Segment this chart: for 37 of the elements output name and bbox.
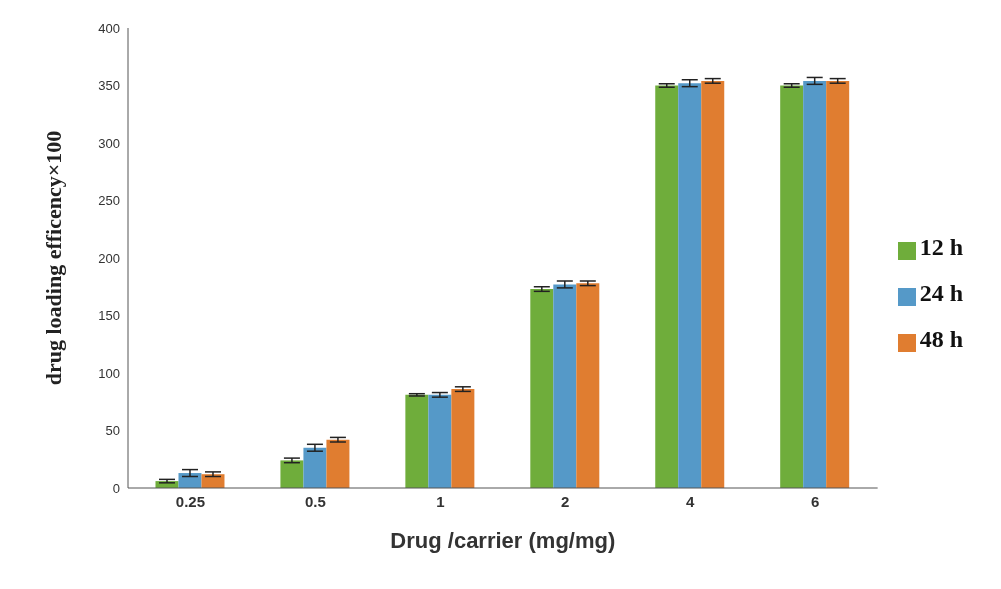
x-tick-label: 1 <box>436 492 445 510</box>
legend-label: 24 h <box>919 280 963 306</box>
bar <box>576 283 600 488</box>
bar <box>201 474 225 488</box>
bar <box>826 80 850 488</box>
y-tick-label: 300 <box>98 135 120 151</box>
legend-label: 48 h <box>919 326 963 352</box>
y-tick-label: 0 <box>112 480 120 496</box>
bar <box>303 447 327 488</box>
bar <box>530 289 554 488</box>
bar <box>280 460 304 488</box>
bar <box>780 85 804 488</box>
x-tick-label: 2 <box>561 492 570 510</box>
bar <box>553 284 577 488</box>
bar <box>326 439 350 488</box>
x-tick-label: 4 <box>686 492 696 510</box>
bar <box>428 394 452 488</box>
bar <box>655 85 679 488</box>
y-tick-label: 250 <box>98 193 120 209</box>
x-axis-title: Drug /carrier (mg/mg) <box>390 528 616 553</box>
y-tick-label: 400 <box>98 20 120 36</box>
y-tick-label: 100 <box>98 365 120 381</box>
bar <box>678 83 702 488</box>
x-tick-label: 0.25 <box>175 492 206 510</box>
y-axis-title: drug loading efficency×100 <box>40 130 66 386</box>
y-tick-label: 150 <box>98 308 120 324</box>
x-tick-label: 0.5 <box>304 492 326 510</box>
y-tick-label: 350 <box>98 78 120 94</box>
bar <box>803 80 827 488</box>
x-tick-label: 6 <box>811 492 820 510</box>
bar <box>178 473 202 488</box>
bar <box>451 389 475 488</box>
y-tick-label: 200 <box>98 250 120 266</box>
legend-label: 12 h <box>919 234 963 260</box>
y-tick-label: 50 <box>105 423 120 439</box>
bar <box>405 394 429 488</box>
bar <box>701 80 725 488</box>
